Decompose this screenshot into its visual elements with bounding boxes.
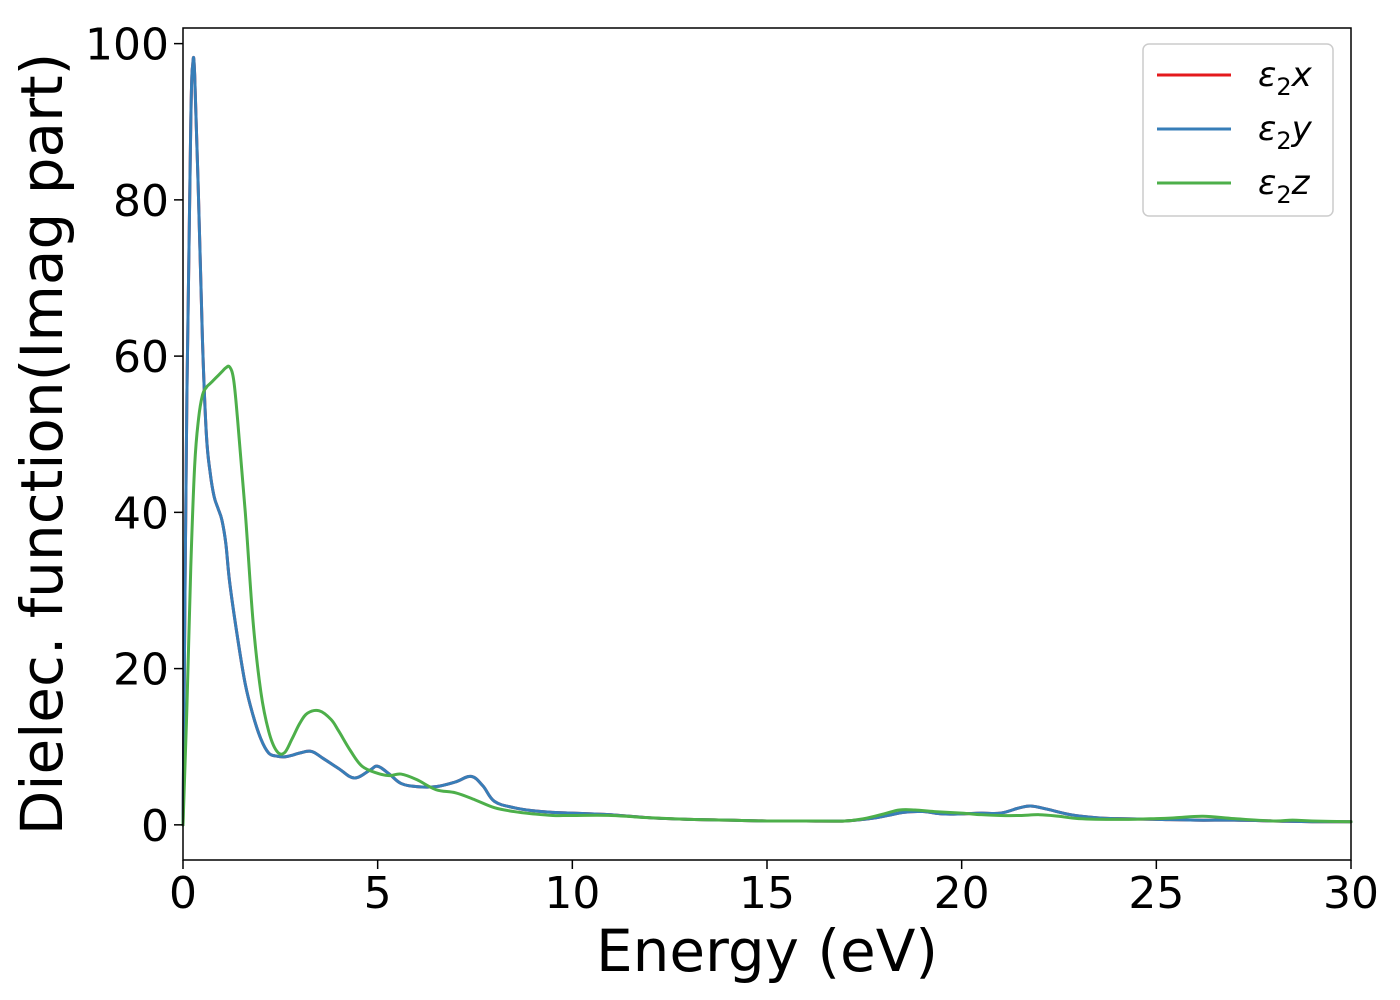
legend-label-y: ε2y [1258, 109, 1313, 155]
legend-label-x: ε2x [1258, 55, 1313, 101]
legend-box [1142, 43, 1334, 217]
x-tick-label: 15 [739, 868, 795, 919]
y-tick-label: 80 [113, 176, 169, 227]
y-tick-label: 0 [141, 801, 169, 852]
x-tick-label: 10 [544, 868, 600, 919]
x-axis: 0 5 10 15 20 25 30 [169, 860, 1379, 919]
y-tick-label: 60 [113, 332, 169, 383]
x-axis-title: Energy (eV) [596, 917, 938, 985]
y-tick-label: 40 [113, 488, 169, 539]
x-tick-label: 5 [364, 868, 392, 919]
x-tick-label: 20 [934, 868, 990, 919]
x-tick-label: 25 [1128, 868, 1184, 919]
y-axis: 0 20 40 60 80 100 [85, 20, 183, 852]
series-layer [181, 56, 1353, 827]
legend-label-z: ε2z [1258, 163, 1311, 209]
y-tick-label: 20 [113, 645, 169, 696]
series-line-y [181, 56, 1353, 827]
y-axis-title: Dielec. function(Imag part) [8, 53, 76, 836]
series-line-z [181, 364, 1353, 827]
x-tick-label: 30 [1323, 868, 1379, 919]
y-tick-label: 100 [85, 20, 169, 71]
x-tick-label: 0 [169, 868, 197, 919]
legend: ε2x ε2y ε2z [1142, 43, 1334, 217]
